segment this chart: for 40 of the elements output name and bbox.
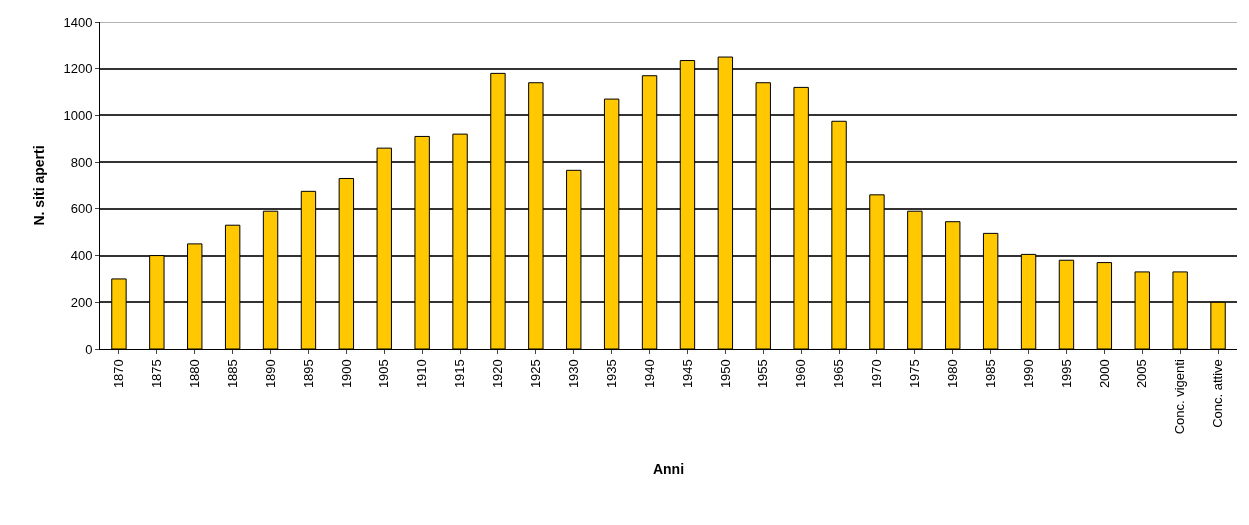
x-tick-label: 1955 xyxy=(755,359,771,389)
x-tick-label: 1880 xyxy=(186,359,202,389)
y-tick-label: 200 xyxy=(70,294,93,310)
x-tick-label: 1945 xyxy=(679,359,695,389)
x-tick-label: 1940 xyxy=(641,359,657,389)
y-axis-title: N. siti aperti xyxy=(31,145,48,226)
y-tick-label: 1200 xyxy=(63,61,93,77)
x-tick-label: 1935 xyxy=(603,359,619,389)
x-tick-label: 2005 xyxy=(1134,359,1150,389)
y-tick-label: 1000 xyxy=(63,107,93,123)
y-tick-label: 400 xyxy=(70,248,93,264)
x-tick-label: 1920 xyxy=(490,359,506,389)
x-tick-label: 1970 xyxy=(869,359,885,389)
y-tick-label: 0 xyxy=(85,341,93,357)
x-axis-title: Anni xyxy=(652,460,685,477)
x-tick-label: 1950 xyxy=(717,359,733,389)
x-tick-label: 1910 xyxy=(414,359,430,389)
x-tick-label: 1925 xyxy=(528,359,544,389)
x-tick-label: Conc. attive xyxy=(1210,359,1226,428)
x-tick-label: 1900 xyxy=(338,359,354,389)
x-tick-label: 1985 xyxy=(982,359,998,389)
x-tick-label: 1895 xyxy=(300,359,316,389)
x-tick-label: 1875 xyxy=(149,359,165,389)
x-tick-label: 1885 xyxy=(224,359,240,389)
x-tick-label: 1890 xyxy=(262,359,278,389)
x-tick-label: 2000 xyxy=(1096,359,1112,389)
x-tick-label: 1980 xyxy=(944,359,960,389)
x-tick-label: 1960 xyxy=(793,359,809,389)
x-tick-label: 1990 xyxy=(1020,359,1036,389)
x-tick-label: 1870 xyxy=(111,359,127,389)
y-tick-label: 600 xyxy=(70,201,93,217)
y-tick-label: 800 xyxy=(70,154,93,170)
x-tick-label: 1975 xyxy=(907,359,923,389)
x-tick-label: Conc. vigenti xyxy=(1172,359,1188,435)
x-tick-label: 1905 xyxy=(376,359,392,389)
x-tick-label: 1930 xyxy=(565,359,581,389)
y-tick-label: 1400 xyxy=(63,14,93,30)
x-tick-label: 1965 xyxy=(831,359,847,389)
x-tick-label: 1995 xyxy=(1058,359,1074,389)
x-tick-label: 1915 xyxy=(452,359,468,389)
